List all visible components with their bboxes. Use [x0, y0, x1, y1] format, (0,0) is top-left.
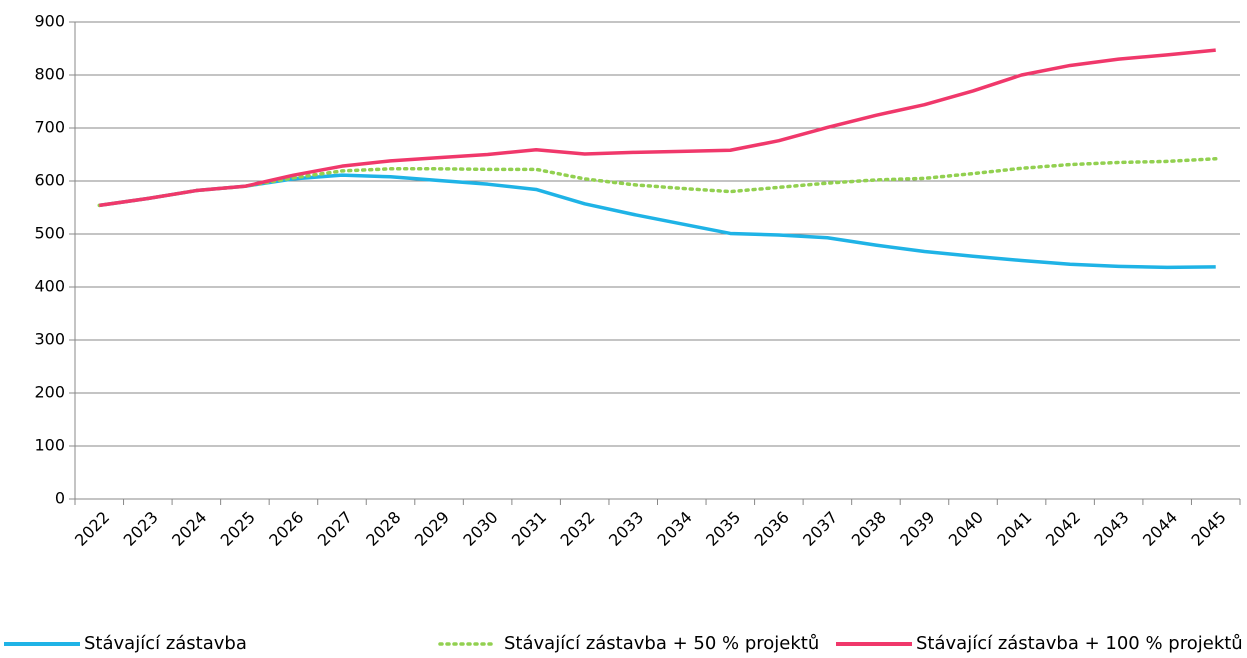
x-tick-label: 2028 [362, 508, 404, 550]
x-tick-label: 2029 [411, 508, 453, 550]
legend-label: Stávající zástavba + 50 % projektů [504, 633, 819, 654]
x-tick-label: 2042 [1042, 508, 1084, 550]
y-tick-label: 0 [55, 489, 65, 508]
x-tick-label: 2036 [751, 508, 793, 550]
legend-label: Stávající zástavba [84, 633, 247, 654]
y-tick-label: 600 [34, 171, 65, 190]
y-tick-label: 200 [34, 383, 65, 402]
x-tick-label: 2045 [1188, 508, 1230, 550]
x-tick-label: 2024 [168, 508, 210, 550]
series-line [99, 173, 1216, 270]
y-tick-label: 300 [34, 330, 65, 349]
legend-label: Stávající zástavba + 100 % projektů [916, 633, 1243, 654]
x-tick-label: 2043 [1090, 508, 1132, 550]
x-tick-label: 2026 [265, 508, 307, 550]
y-tick-label: 800 [34, 65, 65, 84]
y-tick-label: 700 [34, 118, 65, 137]
x-tick-label: 2039 [896, 508, 938, 550]
x-tick-label: 2041 [993, 508, 1035, 550]
x-tick-label: 2023 [120, 508, 162, 550]
series-line [97, 156, 1218, 208]
x-tick-label: 2035 [702, 508, 744, 550]
y-tick-label: 400 [34, 277, 65, 296]
x-tick-label: 2038 [848, 508, 890, 550]
x-tick-label: 2033 [605, 508, 647, 550]
x-tick-label: 2022 [71, 508, 113, 550]
y-tick-label: 100 [34, 436, 65, 455]
series-line [99, 48, 1216, 208]
x-tick-label: 2040 [945, 508, 987, 550]
y-tick-label: 900 [34, 12, 65, 31]
x-tick-label: 2044 [1139, 508, 1181, 550]
x-tick-label: 2032 [556, 508, 598, 550]
y-tick-label: 500 [34, 224, 65, 243]
x-tick-label: 2034 [654, 508, 696, 550]
x-tick-label: 2030 [459, 508, 501, 550]
x-tick-label: 2031 [508, 508, 550, 550]
x-tick-label: 2025 [217, 508, 259, 550]
x-tick-label: 2027 [314, 508, 356, 550]
x-tick-label: 2037 [799, 508, 841, 550]
